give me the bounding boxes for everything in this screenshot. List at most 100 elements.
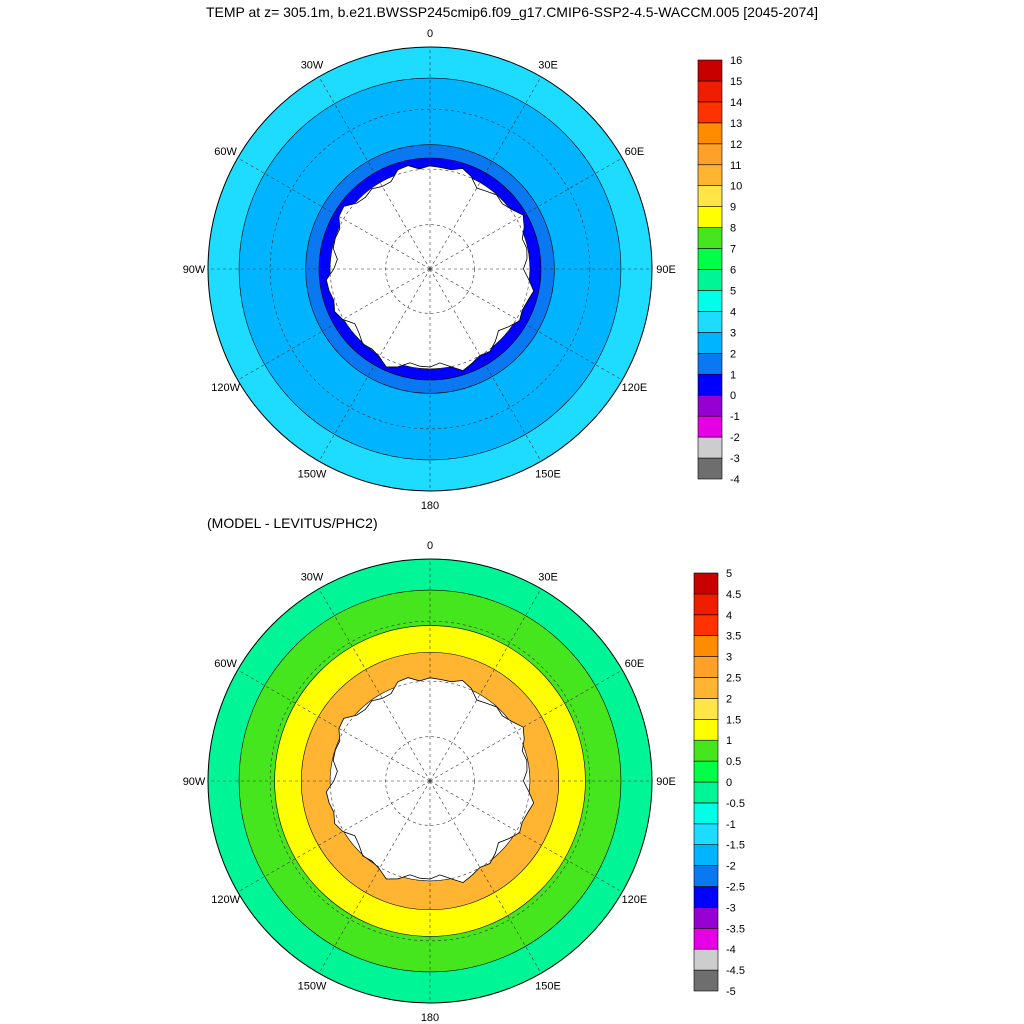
colorbar-swatch: [697, 457, 723, 480]
colorbar-swatch: [693, 593, 719, 616]
meridian-line: [429, 780, 623, 893]
colorbar-tick-label: -4.5: [726, 965, 745, 977]
colorbar-swatch: [697, 436, 723, 459]
colorbar-swatch: [693, 677, 719, 699]
colorbar-swatch: [697, 59, 723, 82]
map-boundary: [207, 558, 653, 1004]
colorbar-tick-label: -3: [730, 453, 740, 465]
chart-subtitle: (MODEL - LEVITUS/PHC2): [207, 515, 378, 531]
meridian-line: [237, 669, 431, 782]
colorbar-tick-label: 4.5: [726, 589, 741, 601]
contour-line: [238, 589, 622, 973]
meridian-line: [237, 268, 431, 381]
longitude-label: 120E: [622, 894, 648, 906]
colorbar-swatch: [693, 572, 719, 595]
colorbar-tick-label: 3: [730, 327, 736, 339]
longitude-label: 60E: [625, 146, 645, 158]
colorbar-tick-label: 1.5: [726, 714, 741, 726]
latitude-line: [269, 620, 591, 942]
colorbar-swatch: [693, 969, 719, 992]
longitude-label: 30W: [301, 60, 324, 72]
longitude-label: 150E: [535, 468, 561, 480]
colorbar-swatch: [693, 781, 719, 804]
meridian-line: [237, 157, 431, 270]
longitude-label: 150W: [298, 980, 327, 992]
longitude-label: 90W: [183, 264, 206, 276]
colorbar-tick-label: 5: [726, 568, 732, 580]
longitude-label: 120E: [622, 382, 648, 394]
colorbar-tick-label: -3: [726, 902, 736, 914]
colorbar-swatch: [697, 101, 723, 124]
colorbar-tick-label: 8: [730, 223, 736, 235]
longitude-label: 0: [427, 28, 433, 40]
longitude-label: 180: [421, 1012, 439, 1024]
colorbar-swatch: [693, 823, 719, 845]
colorbar-swatch: [693, 656, 719, 678]
colorbar-swatch: [697, 164, 723, 187]
colorbar-tick-label: -2: [730, 432, 740, 444]
colorbar-swatch: [697, 206, 723, 228]
colorbar-tick-label: 1: [726, 735, 732, 747]
colorbar-tick-label: 10: [730, 181, 742, 193]
longitude-label: 30W: [301, 572, 324, 584]
colorbar-tick-label: 1: [730, 369, 736, 381]
colorbar-tick-label: 2: [730, 348, 736, 360]
colorbar-tick-label: 13: [730, 118, 742, 130]
colorbar-swatch: [697, 290, 723, 312]
colorbar-tick-label: 3.5: [726, 631, 741, 643]
colorbar-tick-label: -4: [730, 474, 740, 486]
colorbar-tick-label: 3: [726, 652, 732, 664]
colorbar-tick-label: -2.5: [726, 882, 745, 894]
longitude-label: 30E: [538, 572, 558, 584]
colorbar-swatch: [693, 802, 719, 825]
colorbar-swatch: [693, 907, 719, 929]
colorbar-swatch: [693, 614, 719, 636]
colorbar-swatch: [693, 948, 719, 971]
colorbar-swatch: [693, 698, 719, 720]
colorbar-tick-label: -1.5: [726, 840, 745, 852]
colorbar-swatch: [697, 311, 723, 333]
longitude-label: 60E: [625, 658, 645, 670]
colorbar-swatch: [693, 886, 719, 908]
colorbar-tick-label: 0: [730, 390, 736, 402]
chart-title: TEMP at z= 305.1m, b.e21.BWSSP245cmip6.f…: [205, 4, 819, 20]
meridian-line: [429, 669, 623, 782]
colorbar-swatch: [697, 373, 723, 396]
colorbar-swatch: [693, 927, 719, 950]
meridian-line: [318, 76, 431, 270]
longitude-label: 60W: [214, 658, 237, 670]
meridian-line: [429, 268, 542, 462]
colorbar-swatch: [693, 865, 719, 887]
colorbar-tick-label: 6: [730, 265, 736, 277]
colorbar-tick-label: 4: [726, 610, 732, 622]
longitude-label: 90W: [183, 776, 206, 788]
colorbar-swatch: [693, 844, 719, 866]
colorbar-tick-label: 0: [726, 777, 732, 789]
colorbar-tick-label: -2: [726, 861, 736, 873]
colorbar-tick-label: 15: [730, 76, 742, 88]
meridian-line: [237, 780, 431, 893]
colorbar-tick-label: -0.5: [726, 798, 745, 810]
colorbar-tick-label: 16: [730, 55, 742, 67]
colorbar-tick-label: 9: [730, 202, 736, 214]
colorbar-swatch: [693, 739, 719, 762]
longitude-label: 120W: [211, 894, 240, 906]
colorbar-swatch: [697, 352, 723, 375]
meridian-line: [318, 780, 431, 974]
contour-line: [274, 625, 586, 937]
contour-line: [238, 77, 622, 461]
longitude-label: 120W: [211, 382, 240, 394]
colorbar-tick-label: 2: [726, 693, 732, 705]
colorbar-swatch: [693, 635, 719, 657]
colorbar-tick-label: -5: [726, 986, 736, 998]
colorbar-swatch: [697, 143, 723, 166]
meridian-line: [429, 780, 542, 974]
colorbar-tick-label: 4: [730, 306, 736, 318]
colorbar-swatch: [697, 332, 723, 354]
colorbar-2: -5 -4.5 -4 -3.5 -3 -2.5 -2 -1.5 -1 -0.5 0 0.5 1 1.5 2 2…: [693, 568, 745, 998]
longitude-label: 60W: [214, 146, 237, 158]
colorbar-swatch: [697, 415, 723, 438]
longitude-label: 90E: [656, 776, 676, 788]
